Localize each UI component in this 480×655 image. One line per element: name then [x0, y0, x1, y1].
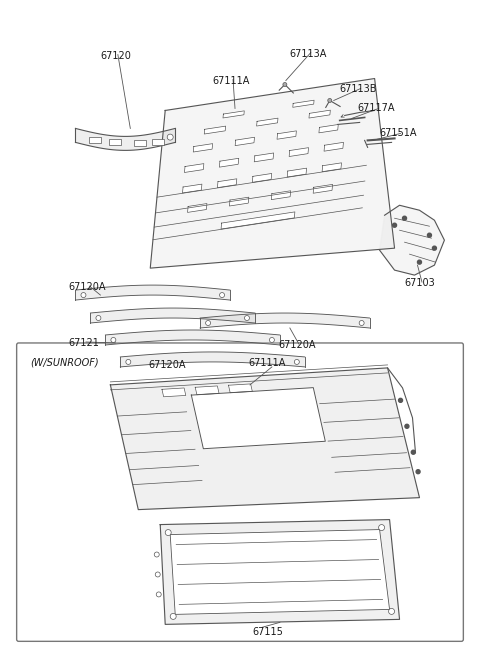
Text: 67120A: 67120A — [148, 360, 186, 370]
Circle shape — [428, 233, 432, 237]
Polygon shape — [120, 352, 305, 367]
Bar — [152, 139, 164, 145]
Polygon shape — [110, 368, 420, 510]
Text: 67117A: 67117A — [358, 103, 395, 113]
Text: 67120: 67120 — [100, 50, 132, 61]
Circle shape — [167, 134, 173, 140]
Circle shape — [165, 530, 171, 536]
Circle shape — [283, 83, 287, 86]
Text: 67115: 67115 — [252, 627, 283, 637]
Circle shape — [155, 572, 160, 577]
Circle shape — [244, 316, 250, 320]
Circle shape — [389, 608, 395, 614]
Polygon shape — [75, 128, 175, 151]
Text: 67151A: 67151A — [380, 128, 417, 138]
Text: 67111A: 67111A — [212, 75, 250, 86]
Polygon shape — [229, 197, 249, 206]
Polygon shape — [162, 388, 186, 397]
Text: 67121: 67121 — [69, 338, 99, 348]
Text: 67113B: 67113B — [340, 83, 377, 94]
Circle shape — [359, 320, 364, 326]
Bar — [134, 140, 146, 146]
Polygon shape — [235, 138, 254, 145]
Circle shape — [379, 525, 384, 531]
Text: (W/SUNROOF): (W/SUNROOF) — [31, 358, 99, 368]
Circle shape — [294, 360, 300, 364]
Circle shape — [398, 398, 403, 402]
Circle shape — [156, 592, 161, 597]
Polygon shape — [380, 205, 444, 275]
Polygon shape — [219, 159, 239, 167]
Polygon shape — [182, 184, 202, 193]
Polygon shape — [90, 308, 255, 323]
Polygon shape — [324, 142, 344, 151]
Circle shape — [111, 337, 116, 343]
Circle shape — [405, 424, 409, 428]
Polygon shape — [184, 164, 204, 172]
Polygon shape — [75, 285, 230, 300]
Circle shape — [432, 246, 436, 250]
Circle shape — [393, 223, 396, 227]
Circle shape — [411, 450, 415, 454]
Polygon shape — [223, 111, 244, 118]
Bar — [89, 136, 101, 143]
Polygon shape — [204, 126, 226, 134]
Circle shape — [403, 216, 407, 220]
Polygon shape — [271, 191, 291, 200]
Polygon shape — [322, 163, 341, 172]
FancyArrowPatch shape — [341, 115, 344, 117]
Text: 67103: 67103 — [405, 278, 435, 288]
Polygon shape — [200, 313, 370, 328]
Polygon shape — [195, 386, 219, 395]
Polygon shape — [313, 185, 333, 193]
Polygon shape — [287, 168, 307, 177]
Polygon shape — [257, 118, 278, 126]
Polygon shape — [192, 388, 325, 449]
Polygon shape — [254, 153, 274, 162]
Polygon shape — [277, 131, 296, 140]
Circle shape — [126, 360, 131, 364]
Polygon shape — [252, 174, 272, 182]
Polygon shape — [293, 100, 314, 107]
Text: 67113A: 67113A — [290, 48, 327, 58]
Polygon shape — [160, 519, 399, 624]
Bar — [109, 140, 121, 145]
Polygon shape — [289, 147, 309, 157]
Text: 67120A: 67120A — [69, 282, 106, 292]
FancyBboxPatch shape — [17, 343, 463, 641]
Polygon shape — [188, 204, 207, 212]
Polygon shape — [221, 212, 295, 229]
Circle shape — [418, 260, 421, 264]
Polygon shape — [106, 330, 280, 345]
Circle shape — [205, 320, 211, 326]
Text: 67120A: 67120A — [278, 340, 315, 350]
Polygon shape — [319, 124, 338, 133]
Circle shape — [81, 293, 86, 297]
Polygon shape — [228, 384, 252, 393]
Polygon shape — [170, 530, 390, 614]
Text: 67111A: 67111A — [248, 358, 285, 368]
Polygon shape — [309, 110, 330, 118]
Circle shape — [219, 293, 225, 297]
Circle shape — [154, 552, 159, 557]
Polygon shape — [193, 143, 213, 152]
Polygon shape — [150, 79, 395, 268]
Circle shape — [416, 470, 420, 474]
Circle shape — [96, 316, 101, 320]
Polygon shape — [217, 179, 237, 187]
Circle shape — [328, 98, 332, 102]
Circle shape — [269, 337, 275, 343]
Circle shape — [170, 613, 176, 620]
